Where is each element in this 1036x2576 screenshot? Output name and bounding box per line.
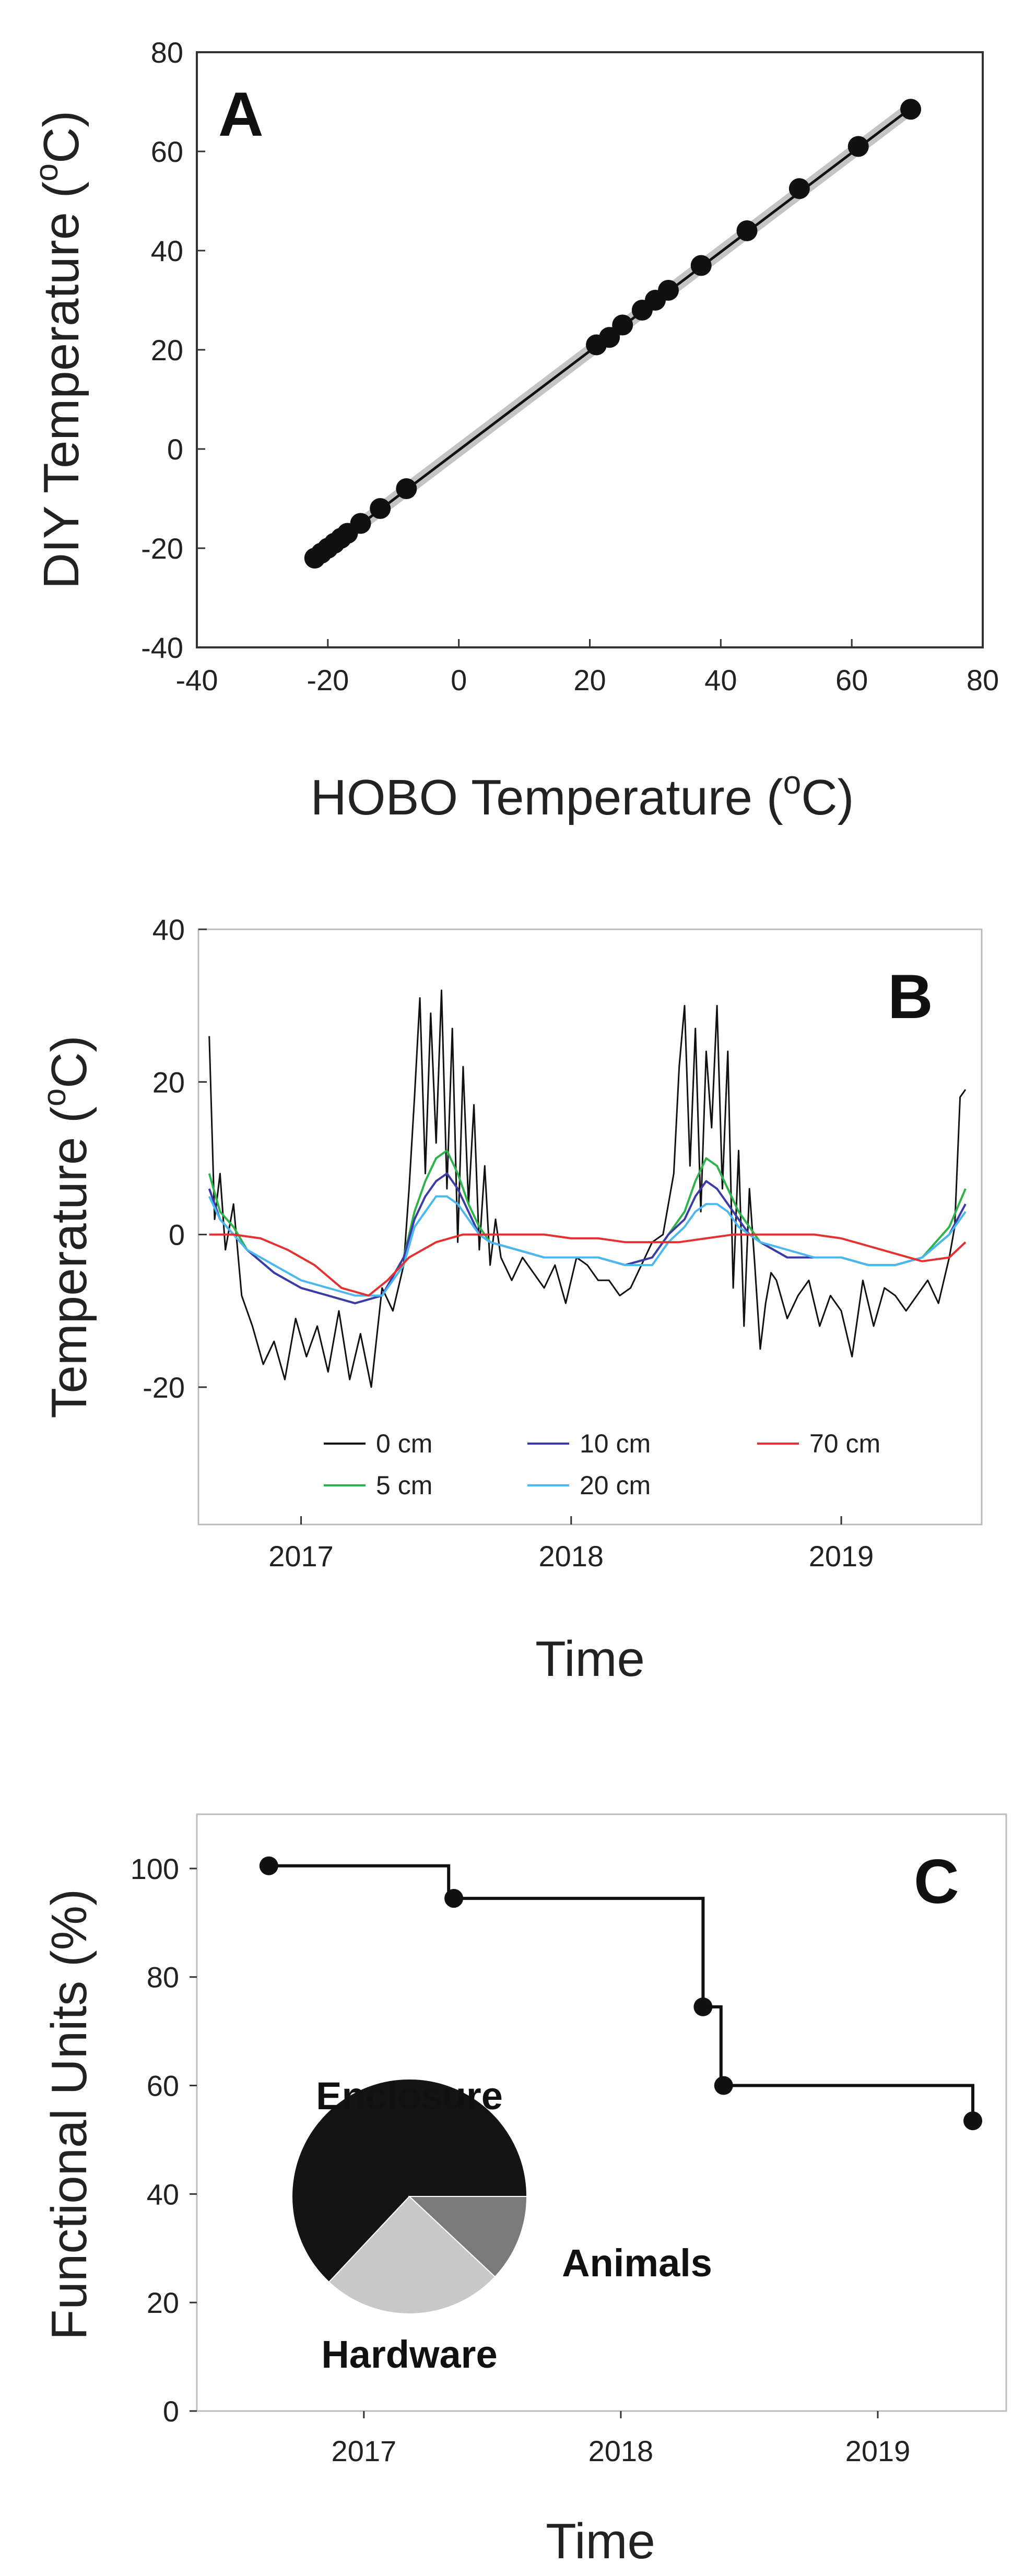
y-tick-label-0: 0: [163, 2395, 179, 2428]
x-tick-label-2: 2019: [809, 1540, 874, 1573]
y-tick-label-3: 40: [152, 913, 185, 946]
legend-label-2: 70 cm: [809, 1429, 880, 1458]
x-tick-label-0: 2017: [268, 1540, 334, 1573]
legend-label-0: 0 cm: [376, 1429, 432, 1458]
pie-slice-hardware: [328, 2195, 496, 2314]
panel-b-letter: B: [888, 962, 933, 1032]
x-tick-label-5: 60: [835, 664, 868, 696]
y-tick-label-2: 20: [152, 1066, 185, 1098]
data-point-15: [690, 255, 712, 276]
data-point-19: [900, 99, 922, 120]
data-point-14: [658, 280, 679, 301]
panel-a-x-axis-title: HOBO Temperature (oC): [311, 765, 854, 825]
panel-c: C Enclosure Animals Hardware 2017 2018 201…: [41, 1813, 1007, 2569]
y-tick-label-1: 20: [147, 2286, 179, 2319]
y-tick-label-2: 40: [147, 2178, 179, 2211]
data-point-11: [612, 314, 633, 336]
pie-slice-animals: [408, 2196, 528, 2278]
x-tick-label-1: -20: [307, 664, 349, 696]
y-tick-label-3: 20: [151, 334, 183, 367]
series-line-20cm: [208, 1195, 967, 1297]
y-tick-label-3: 60: [147, 2070, 179, 2102]
pie-label-hardware: Hardware: [321, 2333, 497, 2376]
y-tick-label-5: 60: [151, 135, 183, 168]
data-point-17: [788, 178, 810, 199]
x-tick-label-1: 2018: [539, 1540, 604, 1573]
data-point-4: [963, 2111, 983, 2131]
panel-b-y-ticks: -20 0 20 40: [143, 913, 207, 1404]
panel-c-y-ticks: 0 20 40 60 80 100: [131, 1852, 197, 2428]
pie-slice-enclosure: [291, 2078, 528, 2283]
data-point-1: [444, 1889, 464, 1908]
series-line-70cm: [209, 1233, 967, 1297]
y-tick-label-6: 80: [151, 36, 183, 69]
panel-b-y-axis-title: Temperature (oC): [37, 1035, 97, 1418]
x-tick-label-0: 2017: [332, 2435, 397, 2467]
panel-b-x-axis-title: Time: [535, 1631, 645, 1687]
panel-c-pie-chart: [291, 2078, 528, 2314]
x-tick-label-2: 0: [451, 664, 467, 696]
y-tick-label-1: -20: [141, 532, 183, 565]
y-tick-label-4: 80: [147, 1961, 179, 1994]
series-line-0cm: [208, 989, 967, 1388]
panel-a-letter: A: [218, 79, 264, 149]
x-tick-label-4: 40: [704, 664, 737, 696]
x-tick-label-6: 80: [967, 664, 999, 696]
panel-a-points: [304, 99, 922, 569]
y-tick-label-5: 100: [131, 1852, 179, 1885]
x-tick-label-0: -40: [176, 664, 218, 696]
data-point-8: [396, 478, 417, 499]
y-tick-label-1: 0: [169, 1219, 185, 1251]
panel-c-letter: C: [914, 1847, 959, 1917]
panel-a-y-ticks: -40 -20 0 20 40 60 80: [141, 36, 205, 664]
data-point-18: [847, 136, 869, 157]
pie-label-animals: Animals: [562, 2241, 712, 2285]
y-tick-label-2: 0: [167, 433, 183, 466]
data-point-10: [599, 327, 620, 348]
data-point-2: [693, 1997, 713, 2016]
panel-c-x-axis-title: Time: [546, 2513, 655, 2569]
panel-b-x-ticks: 2017 2018 2019: [268, 1516, 874, 1573]
panel-b-legend: 0 cm 10 cm 70 cm 5 cm 20 cm: [324, 1429, 880, 1500]
panel-c-y-axis-title: Functional Units (%): [41, 1889, 97, 2340]
data-point-7: [370, 498, 391, 519]
panel-b: B 2017 2018 2019 -20 0 20 40 0 cm 10 cm 70 cm 5 …: [37, 913, 983, 1687]
panel-a-x-ticks: -40 -20 0 20 40 60 80: [176, 639, 999, 696]
legend-label-4: 20 cm: [580, 1471, 651, 1500]
legend-label-1: 10 cm: [580, 1429, 651, 1458]
x-tick-label-3: 20: [573, 664, 606, 696]
pie-label-enclosure: Enclosure: [316, 2074, 503, 2118]
x-tick-label-1: 2018: [588, 2435, 654, 2467]
data-point-6: [350, 513, 371, 534]
data-point-3: [714, 2076, 733, 2095]
data-point-0: [259, 1856, 278, 1875]
legend-label-3: 5 cm: [376, 1471, 432, 1500]
panel-b-frame: [197, 928, 983, 1526]
x-tick-label-2: 2019: [845, 2435, 911, 2467]
y-tick-label-0: -40: [141, 631, 183, 664]
panel-b-series: [208, 989, 967, 1388]
data-point-16: [736, 220, 758, 241]
panel-c-x-ticks: 2017 2018 2019: [332, 2411, 911, 2467]
panel-c-points: [259, 1856, 983, 2131]
panel-a: A -40 -20 0 20 40 60 80 -40 -20 0 20 40 60 80 HOBO T…: [29, 36, 999, 825]
y-tick-label-0: -20: [143, 1371, 185, 1404]
panel-a-y-axis-title: DIY Temperature (oC): [29, 111, 89, 589]
y-tick-label-4: 40: [151, 234, 183, 267]
